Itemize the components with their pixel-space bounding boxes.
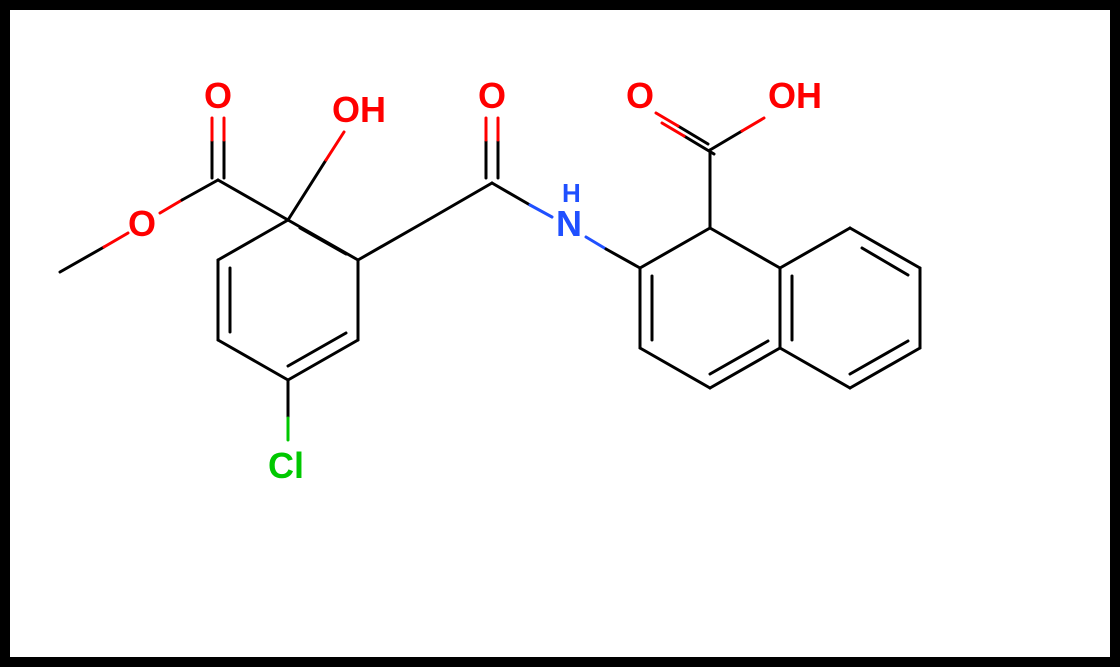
label-oh-acid: OH: [768, 75, 822, 116]
label-o-keto: O: [204, 75, 232, 116]
label-o-amide: O: [478, 75, 506, 116]
molecule-canvas: O O OH Cl O N H O OH: [0, 0, 1120, 667]
label-cl: Cl: [268, 445, 304, 486]
label-oh-phenol: OH: [332, 89, 386, 130]
label-nh: H: [562, 178, 581, 208]
molecule-panel: [10, 10, 1110, 657]
label-o-acid: O: [626, 75, 654, 116]
label-n: N: [556, 203, 582, 244]
label-o-methoxy: O: [128, 203, 156, 244]
